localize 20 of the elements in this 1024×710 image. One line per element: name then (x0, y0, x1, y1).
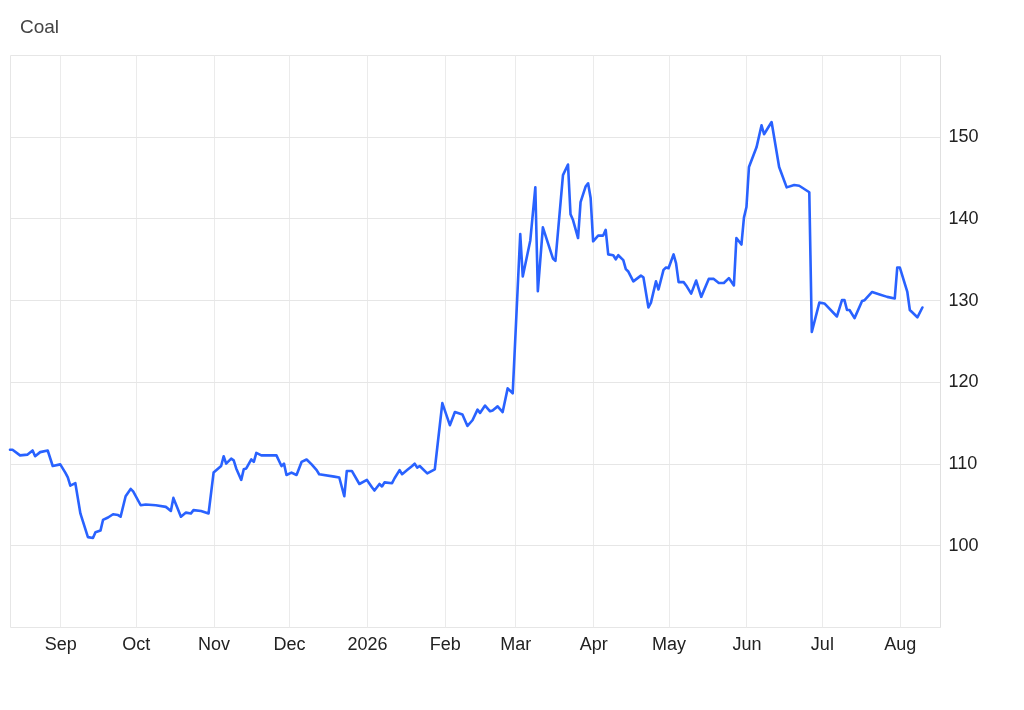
x-tick-label: Sep (44, 633, 77, 654)
x-tick-label: May (652, 633, 687, 654)
y-tick-label: 130 (948, 289, 979, 310)
x-tick-label: 2026 (347, 633, 388, 654)
x-tick-label: Apr (579, 633, 608, 654)
y-tick-label: 110 (948, 453, 978, 474)
x-tick-label: Jun (732, 633, 762, 654)
x-tick-label: Nov (198, 633, 231, 654)
x-tick-label: Aug (884, 633, 917, 654)
y-tick-label: 100 (948, 534, 979, 555)
x-tick-label: Mar (500, 633, 532, 654)
y-tick-label: 120 (948, 371, 979, 392)
x-tick-label: Dec (273, 633, 306, 654)
chart-title: Coal (20, 16, 60, 37)
x-tick-label: Oct (122, 633, 151, 654)
x-tick-label: Feb (429, 633, 461, 654)
line-series (8, 120, 924, 540)
y-tick-label: 140 (948, 207, 979, 228)
x-tick-label: Jul (810, 633, 834, 654)
y-tick-label: 150 (948, 126, 979, 147)
